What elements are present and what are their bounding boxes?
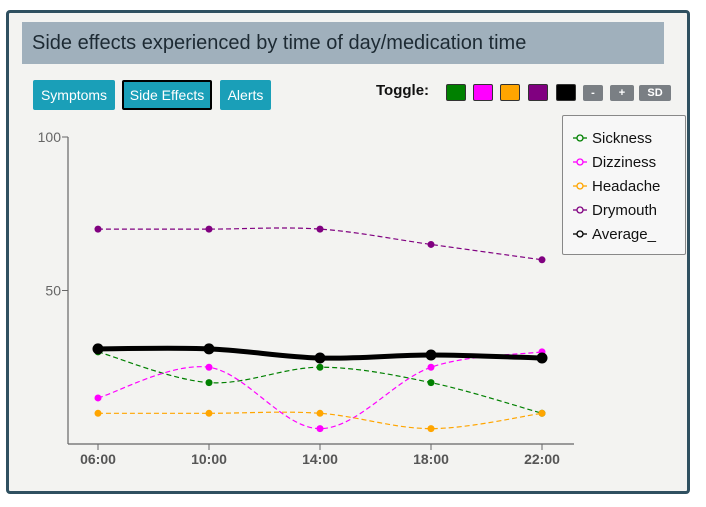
legend-item[interactable]: Sickness — [573, 127, 652, 149]
series-line-headache — [98, 411, 543, 430]
legend-marker-icon — [573, 182, 587, 190]
tab-alerts[interactable]: Alerts — [220, 80, 271, 110]
data-point-drymouth[interactable] — [205, 225, 213, 233]
data-point-dizziness[interactable] — [427, 363, 435, 371]
chart-title: Side effects experienced by time of day/… — [32, 32, 527, 54]
series-line-drymouth — [97, 227, 543, 261]
data-point-dizziness[interactable] — [316, 425, 324, 433]
title-bar: Side effects experienced by time of day/… — [22, 22, 664, 64]
x-tick-label: 18:00 — [413, 451, 449, 467]
legend: Sickness Dizziness Headache Drymouth Average… — [562, 115, 686, 255]
legend-marker-icon — [573, 158, 587, 166]
toggle-swatch-average[interactable] — [556, 84, 576, 101]
data-point-average[interactable] — [203, 343, 215, 355]
x-tick-label: 22:00 — [524, 451, 560, 467]
data-point-headache[interactable] — [427, 425, 435, 433]
minus-button[interactable]: - — [583, 85, 603, 101]
legend-label: Sickness — [592, 129, 653, 147]
data-point-drymouth[interactable] — [538, 256, 546, 264]
data-point-average[interactable] — [536, 352, 548, 364]
legend-label: Headache — [592, 177, 661, 195]
data-point-sickness[interactable] — [205, 379, 213, 387]
data-point-drymouth[interactable] — [427, 240, 435, 248]
tab-side-effects[interactable]: Side Effects — [122, 80, 212, 110]
y-tick-label: 100 — [38, 129, 62, 145]
data-point-sickness[interactable] — [427, 379, 435, 387]
data-point-headache[interactable] — [538, 409, 546, 417]
data-point-headache[interactable] — [316, 409, 324, 417]
plus-button[interactable]: + — [610, 85, 634, 101]
toggle-swatch-dizziness[interactable] — [473, 84, 493, 101]
x-tick-label: 10:00 — [191, 451, 227, 467]
legend-marker-icon — [573, 206, 587, 214]
legend-label: Drymouth — [592, 201, 658, 219]
legend-item[interactable]: Average_ — [573, 223, 656, 245]
legend-label: Average_ — [592, 225, 656, 243]
legend-marker-icon — [573, 134, 587, 142]
legend-item[interactable]: Dizziness — [573, 151, 656, 173]
legend-item[interactable]: Headache — [573, 175, 660, 197]
data-point-dizziness[interactable] — [205, 363, 213, 371]
data-point-average[interactable] — [314, 352, 326, 364]
data-point-drymouth[interactable] — [94, 225, 102, 233]
x-tick-label: 14:00 — [302, 451, 338, 467]
tab-symptoms[interactable]: Symptoms — [33, 80, 115, 110]
data-point-headache[interactable] — [205, 409, 213, 417]
data-point-dizziness[interactable] — [94, 394, 102, 402]
toggle-swatch-drymouth[interactable] — [528, 84, 548, 101]
toggle-swatch-headache[interactable] — [500, 84, 520, 101]
legend-item[interactable]: Drymouth — [573, 199, 657, 221]
data-point-drymouth[interactable] — [316, 225, 324, 233]
toggle-swatch-sickness[interactable] — [446, 84, 466, 101]
y-tick-label: 50 — [45, 283, 61, 299]
sd-button[interactable]: SD — [639, 85, 671, 101]
legend-marker-icon — [573, 230, 587, 238]
data-point-headache[interactable] — [94, 409, 102, 417]
data-point-sickness[interactable] — [316, 363, 324, 371]
data-point-average[interactable] — [92, 343, 104, 355]
data-point-average[interactable] — [425, 349, 437, 361]
toggle-label: Toggle: — [376, 82, 430, 99]
legend-label: Dizziness — [592, 153, 657, 171]
x-tick-label: 06:00 — [80, 451, 116, 467]
